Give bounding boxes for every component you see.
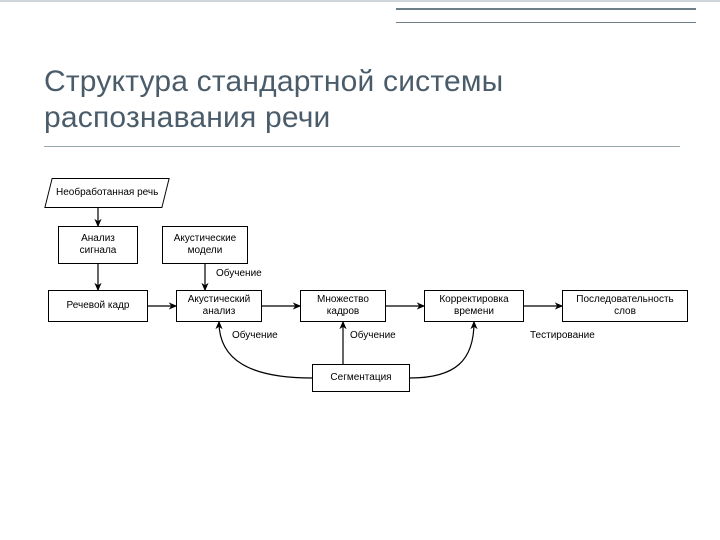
- node-speech-frame: Речевой кадр: [48, 290, 148, 322]
- node-raw-speech: Необработанная речь: [44, 178, 169, 208]
- page-title: Структура стандартной системы распознава…: [44, 64, 503, 136]
- node-label: Анализсигнала: [80, 233, 117, 257]
- node-label: Корректировкавремени: [439, 294, 508, 318]
- title-underline: [44, 146, 680, 147]
- node-acoustic-analysis: Акустическийанализ: [176, 290, 262, 322]
- node-label: Акустическийанализ: [188, 294, 251, 318]
- node-signal-analysis: Анализсигнала: [58, 226, 138, 264]
- node-segmentation: Сегментация: [312, 364, 410, 392]
- node-label: Необработанная речь: [56, 187, 158, 199]
- node-label: Речевой кадр: [67, 300, 130, 312]
- node-label: Множествокадров: [317, 294, 369, 318]
- arrow-seg-to-time: [410, 322, 474, 378]
- node-acoustic-models: Акустическиемодели: [162, 226, 248, 264]
- edge-label-train-segment: Обучение: [232, 330, 278, 342]
- edge-label-train-frames: Обучение: [350, 330, 396, 342]
- node-label: Последовательностьслов: [576, 294, 673, 318]
- title-line-2: распознавания речи: [44, 101, 331, 134]
- top-rule: [0, 0, 720, 2]
- node-label: Сегментация: [330, 372, 391, 384]
- slide-accent-bar: [396, 8, 696, 23]
- node-word-sequence: Последовательностьслов: [562, 290, 688, 322]
- edge-label-testing: Тестирование: [530, 330, 595, 342]
- node-label: Акустическиемодели: [174, 233, 237, 257]
- title-line-1: Структура стандартной системы: [44, 65, 503, 98]
- node-time-correction: Корректировкавремени: [424, 290, 524, 322]
- edge-label-train-models: Обучение: [216, 268, 262, 280]
- flowchart: Необработанная речь Анализсигнала Акусти…: [0, 160, 720, 480]
- node-frame-set: Множествокадров: [300, 290, 386, 322]
